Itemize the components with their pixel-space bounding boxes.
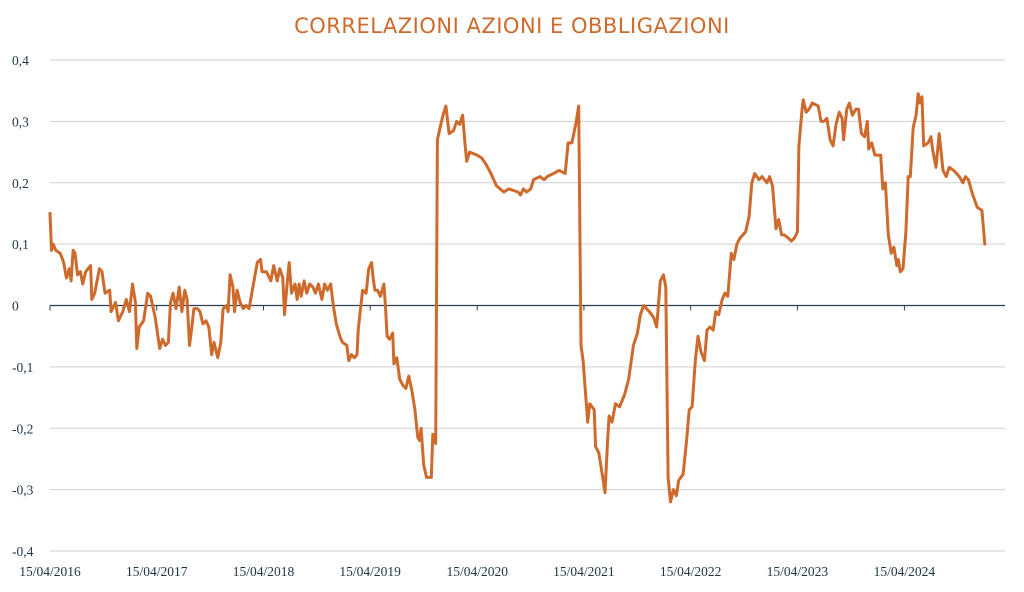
x-tick-label: 15/04/2020 — [446, 564, 508, 579]
y-tick-label: -0,4 — [12, 544, 34, 559]
y-tick-label: 0,4 — [12, 53, 29, 68]
axes — [49, 304, 1005, 311]
x-tick-label: 15/04/2016 — [19, 564, 81, 579]
x-tick-label: 15/04/2024 — [874, 564, 936, 579]
chart-title: CORRELAZIONI AZIONI E OBBLIGAZIONI — [294, 14, 730, 38]
gridlines — [50, 59, 1005, 552]
x-tick-label: 15/04/2018 — [233, 564, 295, 579]
y-tick-label: -0,2 — [12, 421, 33, 436]
y-tick-label: 0,2 — [12, 176, 29, 191]
x-tick-label: 15/04/2019 — [339, 564, 401, 579]
x-tick-label: 15/04/2022 — [660, 564, 722, 579]
x-tick-label: 15/04/2023 — [767, 564, 829, 579]
x-tick-label: 15/04/2017 — [126, 564, 188, 579]
y-tick-label: -0,1 — [12, 360, 33, 375]
series-layer — [48, 92, 987, 504]
y-tick-label: 0,3 — [12, 114, 29, 129]
y-tick-label: 0 — [12, 299, 19, 314]
y-axis-tick-labels: 0,4 0,3 0,2 0,1 0 -0,1 -0,2 -0,3 -0,4 — [12, 53, 34, 559]
y-tick-label: -0,3 — [12, 483, 34, 498]
y-tick-label: 0,1 — [12, 237, 29, 252]
series-line — [48, 92, 987, 504]
x-axis-tick-labels: 15/04/2016 15/04/2017 15/04/2018 15/04/2019… — [19, 564, 935, 579]
x-tick-label: 15/04/2021 — [553, 564, 615, 579]
